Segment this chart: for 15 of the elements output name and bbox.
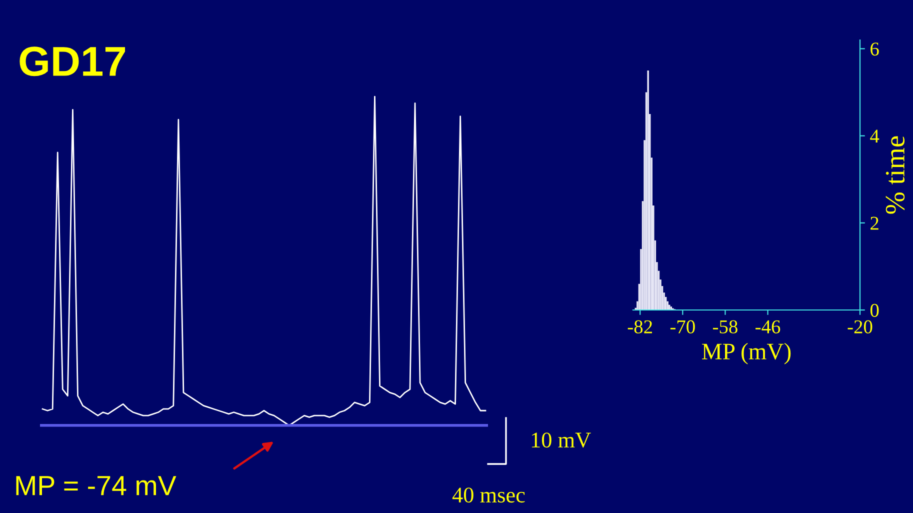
x-tick-label: -46 bbox=[756, 320, 780, 334]
chart-title: GD17 bbox=[20, 46, 126, 76]
x-tick-label: -20 bbox=[848, 320, 872, 334]
x-tick-label: -70 bbox=[670, 320, 695, 334]
y-tick-label: 4 bbox=[870, 130, 880, 143]
y-tick-label: 6 bbox=[870, 42, 879, 56]
text: 10 mV bbox=[532, 432, 591, 448]
text: 40 msec bbox=[452, 488, 525, 503]
x-tick-label: -58 bbox=[712, 320, 738, 334]
y-axis-title: % time bbox=[886, 136, 905, 214]
x-tick-label: -82 bbox=[628, 320, 652, 334]
y-tick-label: 0 bbox=[870, 304, 879, 317]
text: MP = -74 mV bbox=[16, 476, 176, 496]
y-tick-label: 2 bbox=[870, 216, 878, 230]
x-axis-title: MP (mV) bbox=[702, 342, 791, 364]
